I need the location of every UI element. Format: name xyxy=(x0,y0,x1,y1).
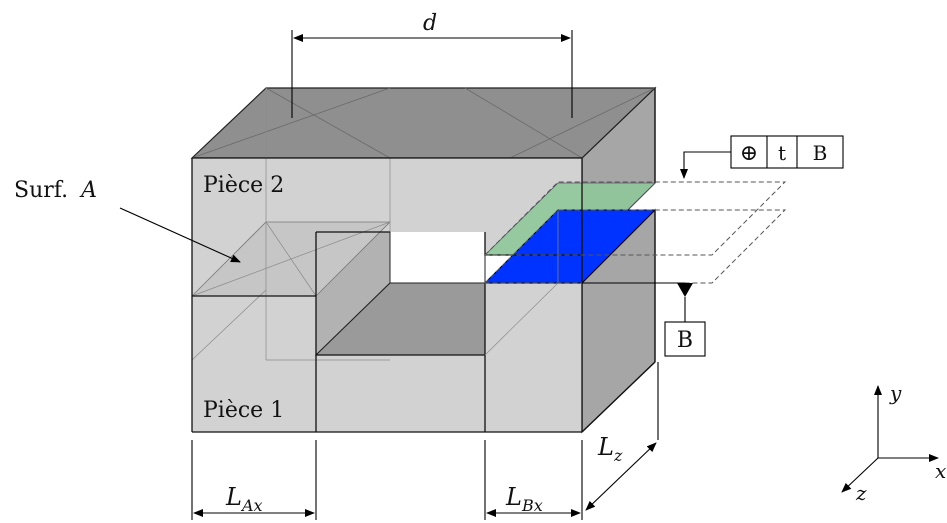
surface-a-leader xyxy=(119,207,241,263)
surface-a-hidden-lines xyxy=(191,88,391,361)
axis-y-label: y xyxy=(889,381,902,405)
dim-lz-label: Lz xyxy=(597,433,623,465)
cavity-opening xyxy=(390,232,485,283)
position-tolerance-icon: ⊕ xyxy=(740,141,758,166)
dim-lbx-label: LBx xyxy=(505,483,543,515)
top-face-hidden-lines xyxy=(191,87,656,159)
part-2-label: Pièce 2 xyxy=(203,173,284,198)
surface-a-label-prefix: Surf. xyxy=(14,178,68,203)
right-block-hidden-lines xyxy=(484,210,559,356)
top-face xyxy=(190,87,657,159)
tolerance-zone-planes xyxy=(483,181,787,284)
datum-b-label: B xyxy=(677,328,693,353)
dim-lax-label: LAx xyxy=(225,483,263,515)
dimension-lines-bottom xyxy=(191,362,659,520)
dimension-d-label: d xyxy=(423,11,437,36)
body-outlines xyxy=(191,88,656,433)
datum-b-marker: B xyxy=(582,282,706,357)
cavity-right-block-front xyxy=(485,283,582,355)
tolerance-value: t xyxy=(778,141,786,165)
feature-control-frame: ⊕ t B xyxy=(730,135,844,169)
surface-a-label-var: A xyxy=(79,178,97,203)
dimension-d xyxy=(291,30,573,118)
axis-triad xyxy=(841,385,939,493)
axis-z-label: z xyxy=(855,481,867,505)
control-frame-leader xyxy=(680,151,731,179)
axis-x-label: x xyxy=(935,459,946,483)
datum-reference: B xyxy=(813,141,828,165)
part-1-label: Pièce 1 xyxy=(203,398,284,423)
surface-a-label: Surf. A xyxy=(14,178,97,203)
